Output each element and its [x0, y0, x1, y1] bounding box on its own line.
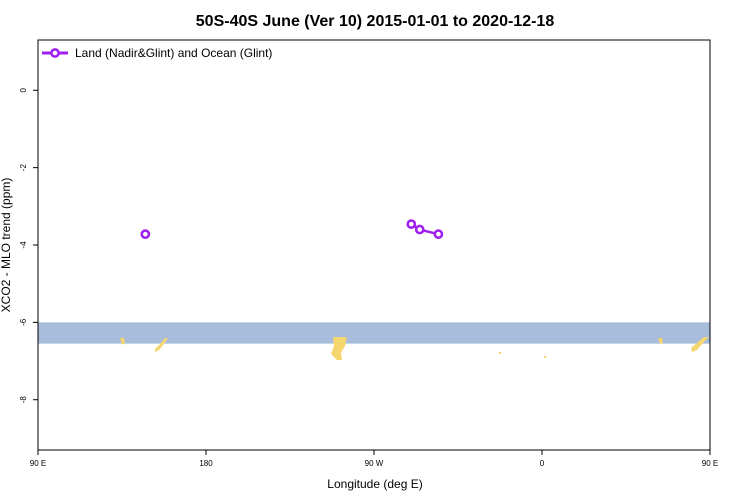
data-point	[406, 219, 417, 230]
x-tick-label: 90 E	[30, 459, 46, 468]
y-axis-label: XCO2 - MLO trend (ppm)	[0, 178, 13, 313]
land-fragment	[155, 338, 168, 352]
legend: Land (Nadir&Glint) and Ocean (Glint)	[42, 46, 272, 60]
legend-label: Land (Nadir&Glint) and Ocean (Glint)	[75, 46, 272, 60]
y-tick-label: -2	[19, 164, 28, 172]
land-fragment	[499, 352, 501, 354]
land-fragment	[331, 337, 347, 360]
y-tick-label: 0	[19, 88, 28, 93]
land-fragment	[544, 356, 546, 358]
y-tick-label: -4	[19, 241, 28, 249]
plot-frame	[37, 39, 711, 451]
x-tick-label: 90 E	[702, 459, 718, 468]
data-point	[414, 224, 425, 235]
land-fragment	[691, 337, 709, 352]
x-axis-label: Longitude (deg E)	[327, 477, 422, 491]
map-strip	[38, 322, 710, 360]
y-axis: 0 -2 -4 -6 -8	[19, 88, 38, 404]
data-point	[140, 229, 151, 240]
y-tick-label: -8	[19, 396, 28, 404]
x-tick-label: 180	[199, 459, 213, 468]
ocean-band	[38, 322, 710, 344]
x-tick-label: 90 W	[365, 459, 384, 468]
x-tick-label: 0	[540, 459, 545, 468]
data-point	[433, 229, 444, 240]
y-tick-label: -6	[19, 318, 28, 326]
chart-title: 50S-40S June (Ver 10) 2015-01-01 to 2020…	[196, 13, 555, 30]
series-points	[140, 219, 444, 240]
legend-marker-swatch	[50, 48, 60, 58]
x-axis: 90 E 180 90 W 0 90 E	[30, 450, 718, 468]
land-fragment	[120, 338, 125, 345]
land-fragment	[658, 338, 663, 344]
